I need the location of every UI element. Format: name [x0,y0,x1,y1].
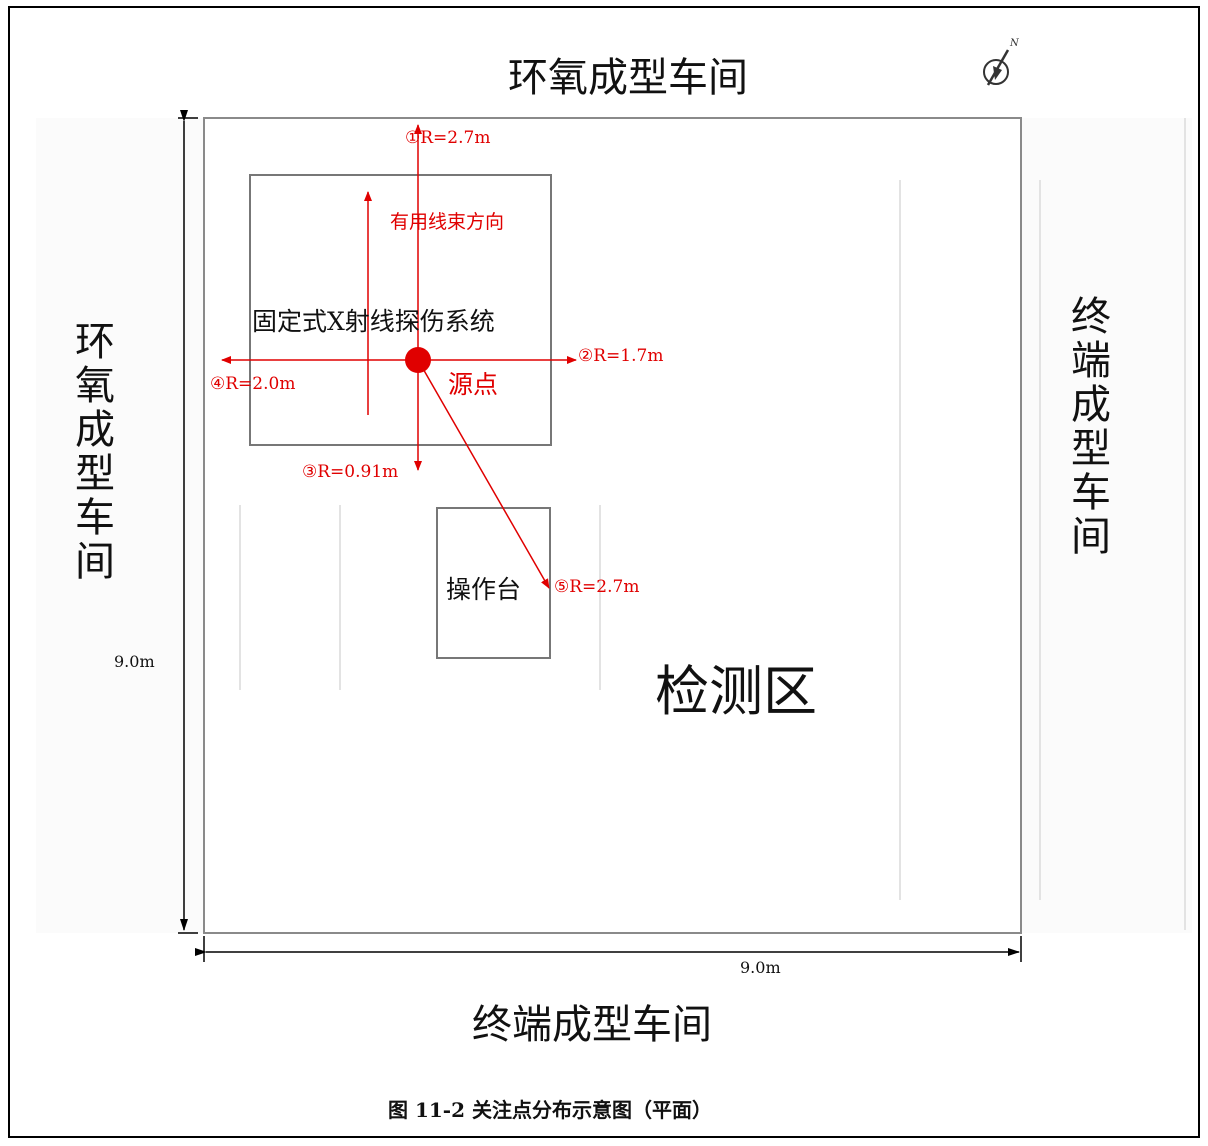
right-neighbor-label: 终端成型车间 [1064,295,1110,559]
source-point-label: 源点 [448,370,499,399]
source-point-marker [405,347,431,373]
north-arrow-icon: N [983,38,1020,86]
detection-room-outline [203,117,1022,934]
left-neighbor-label: 环氧成型车间 [68,320,114,584]
console-label: 操作台 [446,575,522,604]
figure-frame [8,6,1200,1138]
bottom-neighbor-label: 终端成型车间 [472,1002,712,1048]
point-4-label: ④R=2.0m [210,374,296,394]
figure-caption: 图 11-2 关注点分布示意图（平面） [388,1098,712,1122]
faint-interior-lines [239,118,1186,930]
height-dimension-label: 9.0m [114,652,155,671]
point-2-label: ②R=1.7m [578,346,664,366]
detection-area-label: 检测区 [655,660,817,723]
beam-direction-label: 有用线束方向 [390,211,505,233]
console-box [436,507,551,659]
width-dimension-label: 9.0m [740,958,781,977]
xray-system-label: 固定式X射线探伤系统 [252,307,495,336]
xray-system-box [249,174,552,446]
top-neighbor-label: 环氧成型车间 [508,55,748,101]
point-1-label: ①R=2.7m [405,128,491,148]
point-3-label: ③R=0.91m [302,462,399,482]
point-5-label: ⑤R=2.7m [554,577,640,597]
path-point-5 [417,359,550,589]
svg-text:N: N [1009,38,1020,49]
